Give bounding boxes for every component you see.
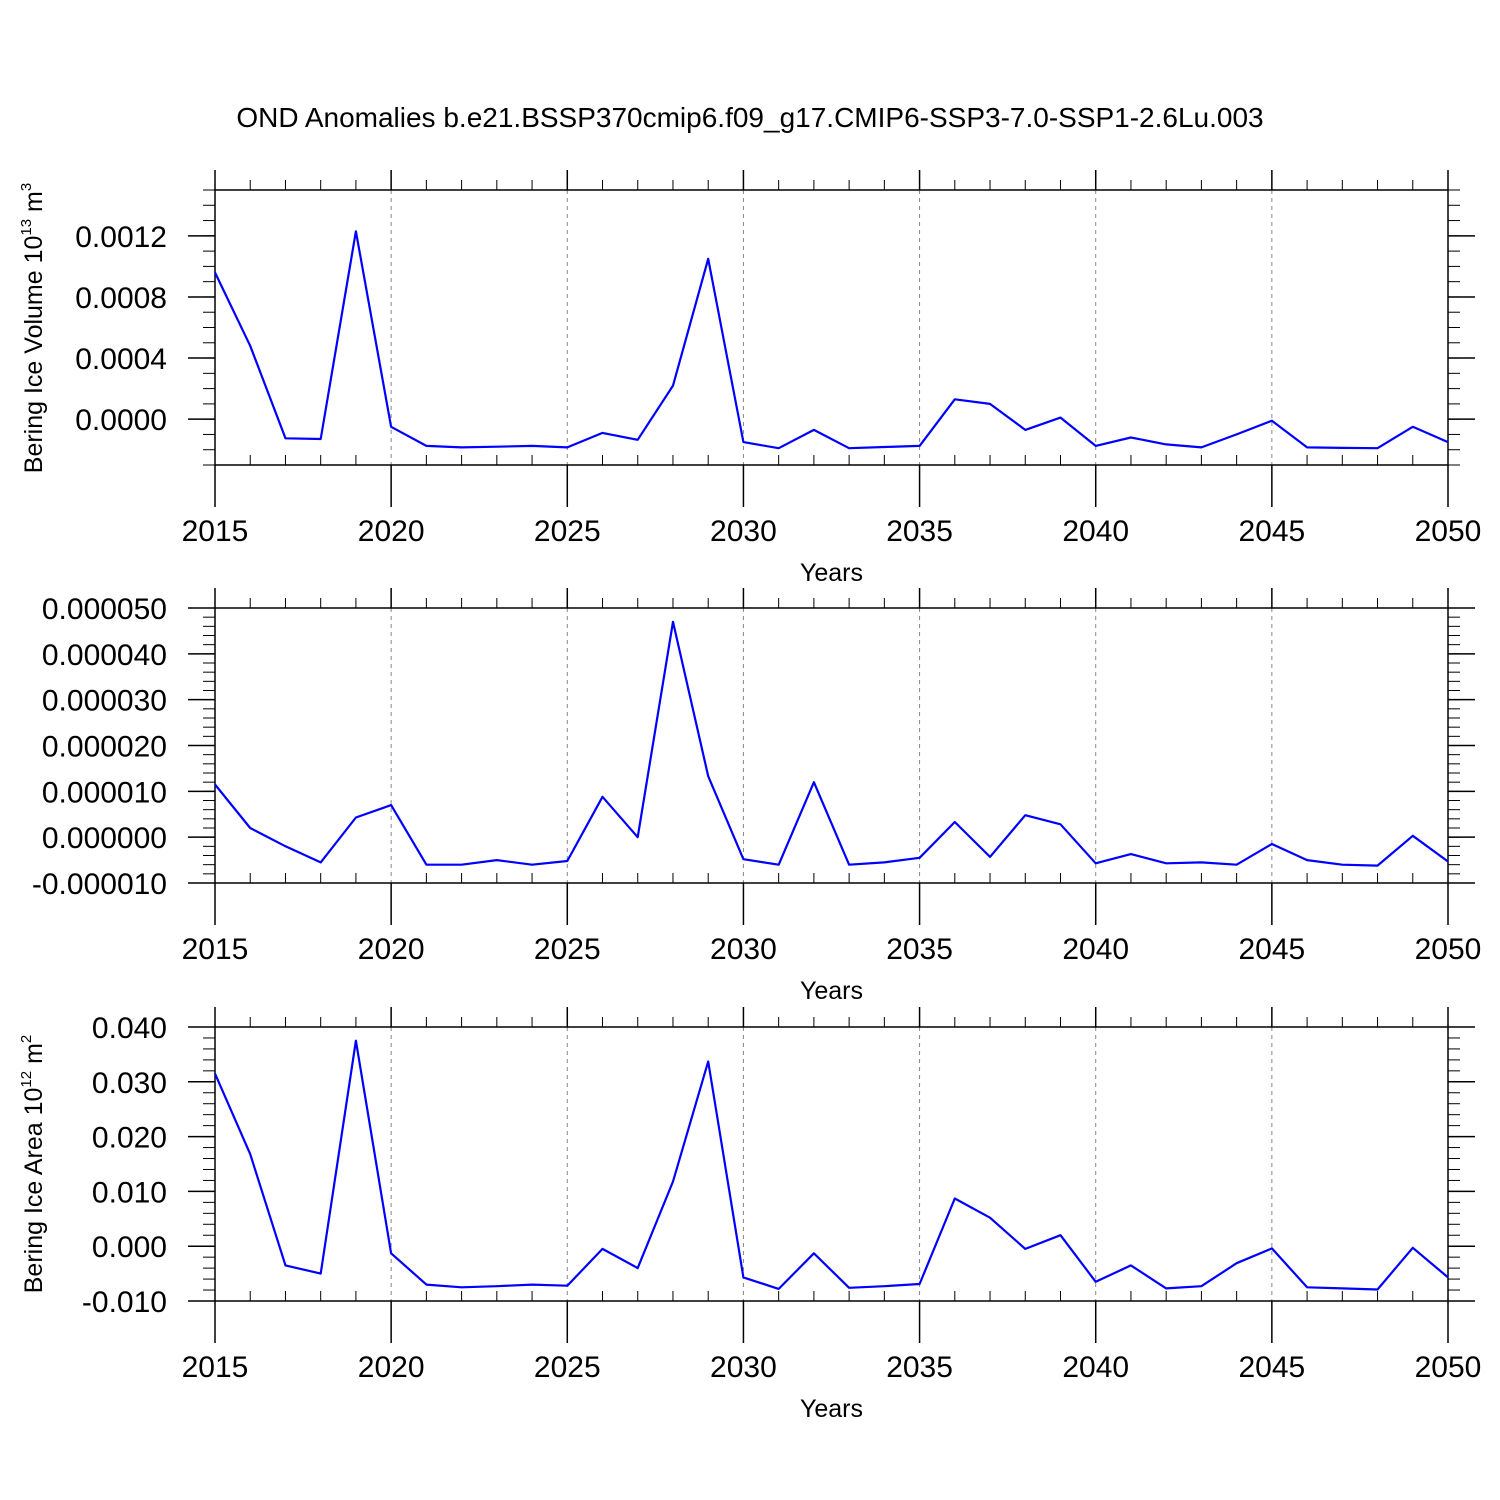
y-tick-label: 0.0000	[75, 404, 167, 437]
y-axis-label: Bering Ice Volume 1013 m3	[18, 183, 48, 473]
y-tick-label: 0.0004	[75, 343, 167, 376]
y-tick-label: -0.000010	[32, 868, 167, 901]
x-axis-label: Years	[800, 1395, 863, 1423]
y-tick-label: 0.000000	[42, 822, 167, 855]
plot-frame	[214, 607, 1449, 884]
chart-title: OND Anomalies b.e21.BSSP370cmip6.f09_g17…	[236, 102, 1263, 133]
y-tick-label: 0.030	[92, 1067, 167, 1100]
x-tick-label: 2035	[886, 1351, 953, 1384]
y-axis-label: Bering Ice Area 1012 m2	[18, 1035, 48, 1294]
x-tick-label: 2025	[534, 933, 601, 966]
x-tick-label: 2050	[1415, 933, 1482, 966]
panel-3: 2015 2020 2025 2030 2035 2040 2045 2050 Years -0.…	[18, 1007, 1481, 1423]
y-tick-label: 0.0008	[75, 282, 167, 315]
x-tick-label: 2015	[182, 515, 249, 548]
x-tick-label: 2025	[534, 515, 601, 548]
x-tick-label: 2035	[886, 515, 953, 548]
series-line	[214, 230, 1449, 450]
x-tick-label: 2015	[182, 933, 249, 966]
x-tick-label: 2040	[1062, 1351, 1129, 1384]
y-tick-label: 0.000050	[42, 593, 167, 626]
x-tick-label: 2020	[358, 515, 425, 548]
x-tick-label: 2035	[886, 933, 953, 966]
x-tick-label: 2045	[1238, 933, 1305, 966]
panel-1: 2015 2020 2025 2030 2035 2040 2045 2050 Years 0.0…	[18, 170, 1481, 587]
y-tick-label: -0.010	[82, 1286, 167, 1319]
x-tick-label: 2030	[710, 933, 777, 966]
x-tick-label: 2045	[1238, 515, 1305, 548]
y-tick-label: 0.000010	[42, 776, 167, 809]
x-tick-label: 2020	[358, 933, 425, 966]
x-tick-label: 2040	[1062, 933, 1129, 966]
y-tick-label: 0.020	[92, 1122, 167, 1155]
x-axis-label: Years	[800, 977, 863, 1005]
y-tick-label: 0.000	[92, 1231, 167, 1264]
x-axis-label: Years	[800, 559, 863, 587]
y-tick-label: 0.000030	[42, 685, 167, 718]
x-tick-label: 2050	[1415, 1351, 1482, 1384]
x-tick-label: 2025	[534, 1351, 601, 1384]
y-tick-label: 0.000040	[42, 639, 167, 672]
x-tick-label: 2015	[182, 1351, 249, 1384]
series-line	[213, 1039, 1449, 1291]
x-tick-label: 2020	[358, 1351, 425, 1384]
plot-frame	[214, 1026, 1449, 1302]
x-tick-label: 2030	[710, 1351, 777, 1384]
x-tick-label: 2040	[1062, 515, 1129, 548]
y-tick-label: 0.0012	[75, 221, 167, 254]
panel-2: 2015 2020 2025 2030 2035 2040 2045 2050 Years -0.…	[32, 588, 1482, 1005]
y-tick-label: 0.040	[92, 1012, 167, 1045]
panels: 2015 2020 2025 2030 2035 2040 2045 2050 Years 0.0…	[18, 170, 1481, 1423]
x-tick-label: 2045	[1238, 1351, 1305, 1384]
series-line	[214, 620, 1449, 867]
x-tick-label: 2030	[710, 515, 777, 548]
y-tick-label: 0.000020	[42, 731, 167, 764]
x-tick-label: 2050	[1415, 515, 1482, 548]
y-tick-label: 0.010	[92, 1176, 167, 1209]
